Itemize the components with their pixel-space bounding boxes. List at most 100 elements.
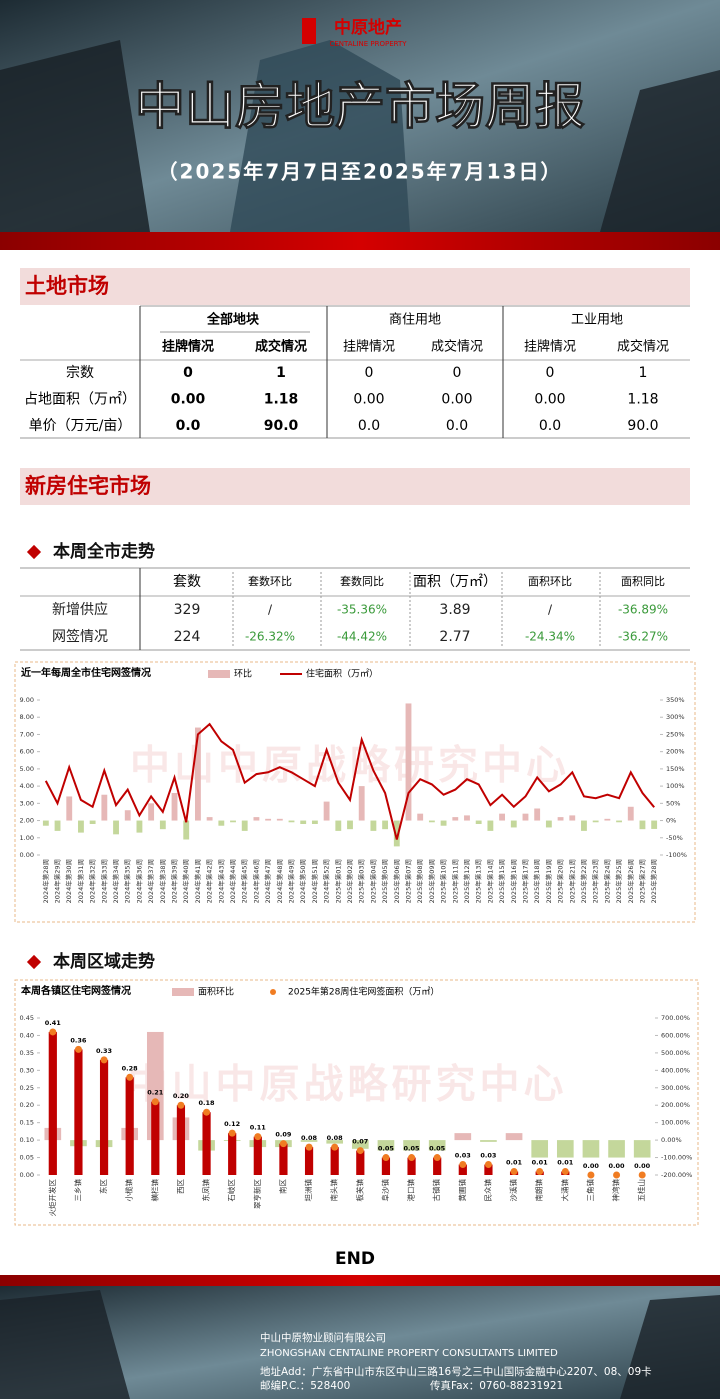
marker <box>484 1161 492 1169</box>
tick-label: 0.05 <box>20 1154 34 1162</box>
marker <box>279 1140 287 1148</box>
table-cell: -35.36% <box>337 603 387 617</box>
data-label: 0.01 <box>557 1159 574 1167</box>
bar <box>176 1105 186 1175</box>
chart-title: 本周各镇区住宅网签情况 <box>21 984 131 997</box>
x-tick-label: 2024年第45周 <box>240 859 249 903</box>
table-cell: 0 <box>546 365 555 381</box>
chart-frame <box>14 661 696 923</box>
x-tick-label: 2025年第02周 <box>345 859 354 903</box>
bar <box>42 820 49 826</box>
x-tick-label: 2024年第29周 <box>53 859 62 903</box>
x-tick-label: 2025年第15周 <box>497 859 506 903</box>
x-tick-label: 2024年第35周 <box>123 859 132 903</box>
bar <box>351 1140 369 1149</box>
table-column: 面积环比 <box>528 575 572 588</box>
bar <box>253 1136 262 1175</box>
x-tick-label: 板芙镇 <box>354 1179 364 1202</box>
logo: 中原地产 <box>334 17 402 38</box>
bar <box>381 1157 391 1175</box>
bar <box>330 1147 339 1175</box>
bar <box>159 820 166 830</box>
section-heading-bg <box>20 268 690 305</box>
bar <box>113 820 119 835</box>
subtitle: （2025年7月7日至2025年7月13日） <box>158 160 563 184</box>
x-tick-label: 黄圃镇 <box>457 1179 467 1202</box>
table-cell: 0.00 <box>171 392 206 408</box>
x-tick-label: 2025年第21周 <box>567 859 576 903</box>
bar <box>452 817 459 821</box>
table-cell: -44.42% <box>337 630 387 644</box>
footer-company: 中山中原物业顾问有限公司 <box>260 1331 386 1344</box>
footer-address: 地址Add：广东省中山市东区中山三路16号之三中山国际金融中心2207、08、0… <box>260 1365 652 1378</box>
tick-label: 1.00 <box>20 834 34 842</box>
bar <box>151 1101 160 1175</box>
tick-label: 0.35 <box>20 1049 34 1057</box>
table-cell: 0 <box>453 365 462 381</box>
tick-label: 2.00 <box>20 817 34 825</box>
bar <box>403 1140 420 1151</box>
bar <box>487 820 494 831</box>
bar <box>639 820 646 830</box>
marker <box>638 1171 646 1179</box>
x-tick-label: 2025年第11周 <box>450 859 459 903</box>
section-heading: 新房住宅市场 <box>25 474 151 498</box>
bar <box>484 1164 493 1175</box>
x-tick-label: 东区 <box>98 1179 108 1195</box>
x-tick-label: 阜沙镇 <box>380 1179 390 1202</box>
bar <box>608 1140 625 1158</box>
x-tick-label: 2025年第26周 <box>626 859 635 903</box>
tick-label: -100.00% <box>661 1154 692 1162</box>
bar <box>304 1147 314 1175</box>
bar <box>171 793 178 821</box>
x-tick-label: 2025年第19周 <box>544 859 553 903</box>
x-tick-label: 2024年第52周 <box>322 859 331 903</box>
x-tick-label: 2025年第24周 <box>602 859 611 903</box>
bar <box>125 1077 134 1175</box>
table-row-label: 新增供应 <box>52 601 108 618</box>
table-column: 挂牌情况 <box>343 339 395 355</box>
building <box>620 1295 720 1399</box>
legend-swatch <box>208 670 230 678</box>
diamond <box>26 954 42 970</box>
x-tick-label: 五桂山 <box>636 1179 646 1202</box>
x-tick-label: 2024年第43周 <box>216 859 225 903</box>
x-tick-label: 2025年第20周 <box>556 859 565 903</box>
table-column: 面积（万㎡） <box>413 574 497 590</box>
x-tick-label: 小榄镇 <box>124 1179 134 1202</box>
building <box>230 40 410 232</box>
tick-label: 100% <box>666 782 685 790</box>
x-tick-label: 三角镇 <box>585 1179 595 1202</box>
bar <box>253 817 260 821</box>
marker <box>459 1161 467 1169</box>
x-tick-label: 石岐区 <box>226 1179 236 1202</box>
data-label: 0.09 <box>275 1131 292 1139</box>
bar <box>54 820 61 831</box>
x-tick-label: 2024年第39周 <box>170 859 179 903</box>
bar <box>458 1164 467 1175</box>
bar <box>557 817 564 821</box>
bar <box>101 794 108 821</box>
table-column: 成交情况 <box>617 339 669 355</box>
bar <box>531 1140 549 1158</box>
table-column: 挂牌情况 <box>162 339 214 355</box>
table-cell: -36.27% <box>618 630 668 644</box>
table-cell: 1.18 <box>264 392 299 408</box>
table-group: 全部地块 <box>206 312 260 328</box>
table-cell: 0.0 <box>446 418 468 434</box>
bar <box>218 820 225 826</box>
footer-postcode: 邮编P.C.：528400 <box>260 1379 350 1392</box>
bar <box>230 820 236 823</box>
bar <box>48 1031 57 1175</box>
bar <box>592 820 599 823</box>
bar <box>311 820 318 824</box>
tick-label: 5.00 <box>20 765 34 773</box>
marker <box>331 1143 339 1151</box>
table-column: 面积同比 <box>621 575 665 588</box>
watermark: 中山中原战略研究中心 <box>130 743 570 789</box>
bar <box>480 1140 497 1142</box>
x-tick-label: 2025年第17周 <box>520 859 529 903</box>
x-tick-label: 2025年第14周 <box>485 859 494 903</box>
table-cell: -26.32% <box>245 630 295 644</box>
bar <box>417 813 424 821</box>
